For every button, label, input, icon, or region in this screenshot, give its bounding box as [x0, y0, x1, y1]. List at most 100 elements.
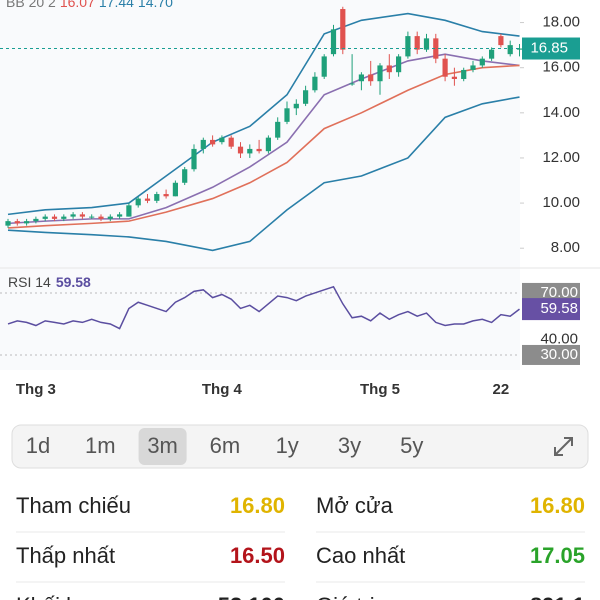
- stat-value: 17.05: [530, 543, 585, 568]
- y-tick-label: 18.00: [542, 14, 580, 31]
- chart-background: [0, 0, 520, 370]
- indicator-line: [7, 12, 520, 216]
- candle-body: [423, 38, 430, 50]
- candle-body: [293, 103, 299, 109]
- x-tick-label: Thg 4: [202, 381, 243, 398]
- candle-body: [414, 36, 420, 50]
- stat-label: Tham chiếu: [16, 493, 131, 518]
- candle-body: [51, 216, 58, 219]
- candle-body: [89, 216, 95, 218]
- rsi-value: 59.58: [56, 274, 91, 290]
- stat-label: Mở cửa: [316, 493, 394, 518]
- expand-arrow: [564, 437, 573, 446]
- indicator-line: [7, 53, 520, 225]
- expand-icon[interactable]: [554, 437, 573, 456]
- range-button[interactable]: 3y: [338, 433, 361, 458]
- stat-value: 891.1: [530, 593, 585, 600]
- indicator-line: [7, 64, 520, 229]
- candle-body: [451, 76, 457, 79]
- rsi-level-box: [522, 344, 580, 365]
- candle-body: [340, 9, 346, 50]
- candle-body: [200, 139, 206, 149]
- candle-body: [247, 148, 253, 154]
- indicator-legend: BB 20 2 16.07 17.44 14.70: [6, 0, 173, 10]
- x-tick-label: 22: [493, 381, 510, 398]
- rsi-value-label: 59.58: [540, 300, 578, 317]
- candle-body: [5, 221, 11, 226]
- range-button[interactable]: 3m: [147, 433, 178, 458]
- x-tick-label: Thg 5: [360, 381, 400, 398]
- candle-body: [126, 205, 132, 217]
- range-button[interactable]: 1y: [276, 433, 299, 458]
- y-tick-label: 8.00: [551, 239, 580, 256]
- candle-body: [237, 146, 244, 154]
- stat-value: 53,100: [218, 593, 285, 600]
- stat-label: Khối lượng: [16, 593, 125, 600]
- range-button[interactable]: 1d: [26, 433, 50, 458]
- candle-body: [163, 194, 169, 197]
- candle-body: [24, 221, 30, 224]
- candle-body: [358, 74, 364, 82]
- candle-body: [368, 74, 374, 82]
- candle-body: [442, 58, 448, 77]
- candle-body: [61, 216, 67, 219]
- candle-body: [191, 148, 197, 170]
- candle-body: [377, 65, 383, 82]
- candle-body: [507, 45, 513, 55]
- rsi-level-box: [522, 282, 580, 303]
- candle-body: [228, 137, 234, 147]
- candle-body: [275, 121, 281, 138]
- rsi-line: [7, 285, 520, 330]
- y-tick-label: 16.00: [542, 59, 580, 76]
- candle-body: [14, 221, 20, 224]
- range-button[interactable]: 6m: [210, 433, 241, 458]
- candle-body: [33, 218, 39, 222]
- candle-body: [479, 58, 485, 66]
- candle-body: [172, 182, 178, 197]
- last-price-box: [522, 37, 580, 60]
- candle-body: [303, 90, 309, 104]
- candle-body: [79, 214, 85, 217]
- x-tick-label: Thg 3: [16, 381, 56, 398]
- range-button[interactable]: 5y: [400, 433, 423, 458]
- candle-body: [405, 36, 411, 57]
- candle-body: [219, 137, 225, 143]
- candle-body: [42, 216, 48, 219]
- legend-value: 17.44: [99, 0, 134, 10]
- candle-body: [154, 194, 160, 201]
- candle-body: [349, 83, 355, 85]
- candle-body: [98, 216, 104, 219]
- stat-label: Thấp nhất: [16, 543, 115, 568]
- rsi-name: RSI 14: [8, 274, 51, 290]
- candle-body: [396, 56, 402, 73]
- candle-body: [107, 216, 113, 219]
- expand-line: [554, 437, 573, 456]
- y-tick-label: 14.00: [542, 104, 580, 121]
- candle-body: [330, 29, 337, 55]
- rsi-legend: RSI 14 59.58: [8, 274, 91, 290]
- stat-label: Cao nhất: [316, 543, 405, 568]
- candle-body: [516, 48, 523, 50]
- last-price-label: 16.85: [530, 39, 568, 56]
- candle-body: [433, 38, 439, 59]
- legend-value: 16.07: [60, 0, 95, 10]
- candle-body: [461, 69, 467, 79]
- candle-body: [70, 214, 76, 217]
- y-tick-label: 10.00: [542, 194, 580, 211]
- rsi-tick-label: 40.00: [540, 330, 578, 347]
- legend-value: BB 20 2: [6, 0, 56, 10]
- candle-body: [256, 148, 262, 152]
- legend-value: 14.70: [138, 0, 173, 10]
- candle-body: [135, 198, 141, 206]
- stat-value: 16.50: [230, 543, 285, 568]
- range-button[interactable]: 1m: [85, 433, 116, 458]
- candle-body: [470, 65, 476, 70]
- candle-body: [117, 214, 123, 217]
- expand-arrow: [554, 447, 563, 456]
- y-tick-label: 12.00: [542, 149, 580, 166]
- candle-body: [182, 169, 188, 183]
- candle-body: [210, 139, 216, 145]
- candle-body: [144, 198, 151, 201]
- candle-body: [284, 108, 290, 122]
